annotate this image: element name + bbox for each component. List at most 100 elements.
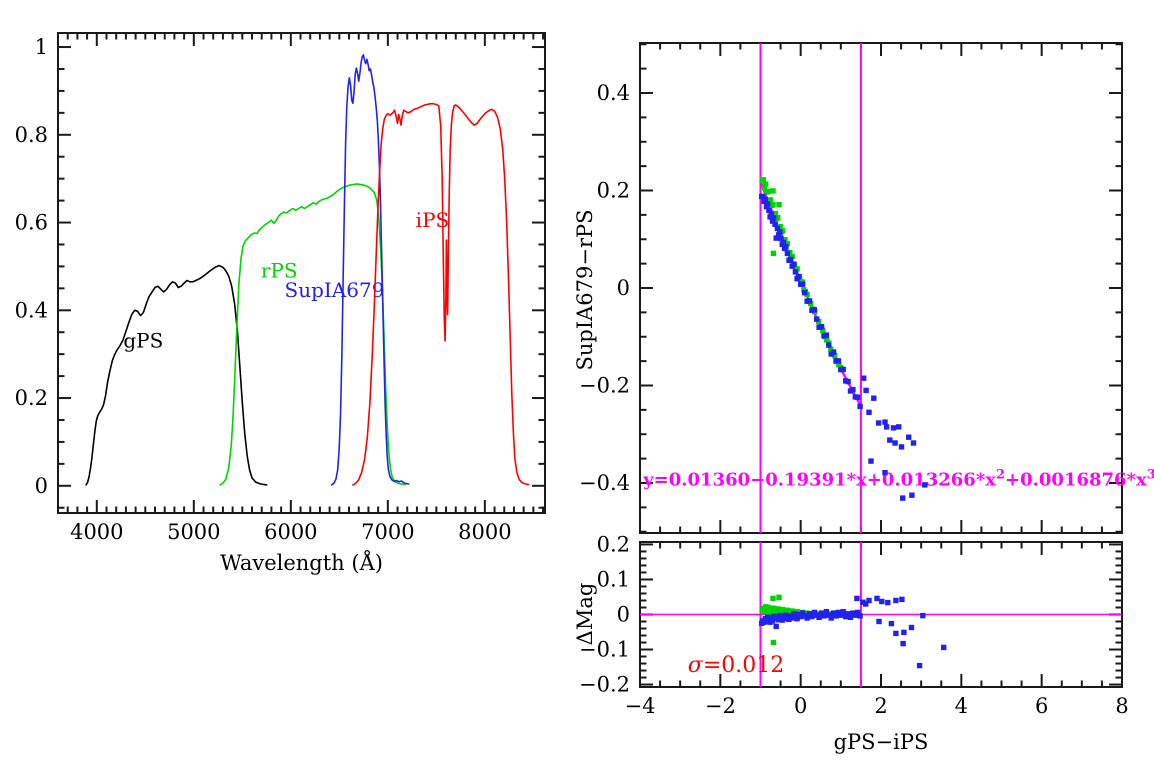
scatter-point-blue	[835, 358, 842, 364]
scatter-point-blue	[800, 281, 806, 287]
residual-point-blue	[941, 644, 947, 651]
scatter-point-blue	[768, 211, 774, 217]
residual-point-blue	[818, 610, 825, 616]
x-tick-label: 0	[794, 694, 807, 718]
y-tick-label: 0	[617, 276, 630, 300]
scatter-point-green	[820, 327, 826, 333]
scatter-point-green	[782, 237, 788, 243]
axes-frame	[639, 42, 1123, 534]
residual-point-blue	[835, 609, 842, 616]
scatter-point-blue	[778, 235, 784, 242]
sigma-label: σ=0.012	[688, 653, 784, 678]
residual-point-blue	[804, 615, 810, 621]
scatter-point-blue	[866, 409, 872, 415]
scatter-point-blue	[792, 269, 799, 275]
scatter-point-green	[824, 337, 830, 343]
x-tick-label: −4	[625, 694, 656, 718]
scatter-point-blue	[769, 218, 776, 224]
scatter-point-blue	[771, 215, 777, 221]
y-tick-label: 0	[617, 603, 630, 627]
residual-point-blue	[847, 614, 854, 620]
scatter-point-blue	[811, 307, 817, 313]
residual-point-green	[770, 595, 776, 602]
scatter-point-green	[776, 202, 782, 208]
residual-point-blue	[893, 630, 899, 637]
scatter-point-blue	[806, 298, 813, 304]
x-axis-title-color: gPS−iPS	[834, 730, 929, 754]
residual-point-blue	[828, 615, 834, 621]
x-tick-label: 6	[1035, 694, 1048, 718]
x-tick-label: 6000	[264, 520, 317, 544]
residual-point-blue	[794, 616, 800, 622]
x-tick-label: 4000	[70, 520, 123, 544]
scatter-point-green	[767, 197, 774, 203]
scatter-point-green	[770, 188, 776, 194]
residual-point-blue	[885, 599, 891, 606]
scatter-point-green	[777, 224, 783, 230]
color-color-plot: −0.4 −0.2 0 0.2 0.4 y=0.01360−0.19391*x+0.013…	[573, 42, 1154, 534]
scatter-point-blue	[777, 229, 783, 235]
scatter-point-blue	[823, 332, 830, 338]
residual-point-blue	[809, 613, 815, 620]
y-axis-title-dmag: ΔMag	[573, 583, 597, 646]
residual-point-blue	[916, 662, 923, 669]
scatter-point-blue	[818, 324, 825, 330]
x-tick-label: 8	[1115, 694, 1128, 718]
scatter-point-blue	[875, 420, 882, 426]
residuals-plot: −4 −2 0 2 4 6 8 −0.2 −0.1 0 0.1 0.2 σ=0.012 ΔMag gPS−i…	[573, 532, 1129, 754]
scatter-point-blue	[892, 440, 898, 446]
residual-point-blue	[900, 640, 906, 647]
scatter-point-green	[775, 215, 781, 221]
x-tick-label: −2	[705, 694, 736, 718]
scatter-point-blue	[826, 342, 832, 348]
residual-point-blue	[893, 597, 899, 604]
residual-point-blue	[888, 620, 895, 627]
x-tick-label: 4	[955, 694, 968, 718]
scatter-point-blue	[784, 250, 791, 257]
residual-point-blue	[816, 614, 822, 620]
scatter-point-blue	[861, 375, 867, 381]
x-tick-label: 8000	[458, 520, 511, 544]
y-axis-title-color: SupIA679−rPS	[573, 209, 597, 370]
residual-point-blue	[789, 615, 795, 621]
scatter-point-green	[763, 181, 769, 187]
scatter-point-blue	[775, 232, 782, 238]
scatter-point-blue	[780, 239, 787, 246]
scatter-point-green	[772, 210, 779, 217]
residual-point-blue	[823, 609, 830, 615]
residual-point-blue	[876, 618, 882, 625]
scatter-point-blue	[871, 395, 877, 401]
scatter-point-blue	[830, 349, 837, 355]
residual-point-blue	[826, 612, 832, 618]
residual-point-blue	[845, 611, 851, 617]
scatter-point-blue	[855, 394, 861, 400]
scatter-point-blue	[887, 437, 893, 443]
residual-point-blue	[920, 612, 926, 619]
residual-point-blue	[860, 599, 866, 605]
x-tick-label: 5000	[167, 520, 220, 544]
scatter-point-blue	[863, 387, 869, 394]
scatter-point-blue	[765, 201, 771, 207]
residual-point-blue	[791, 611, 797, 617]
y-tick-label: −0.1	[579, 638, 630, 662]
scatter-point-blue	[900, 495, 906, 501]
scatter-point-blue	[896, 424, 902, 430]
scatter-point-green	[784, 241, 791, 247]
fit-equation-label: y=0.01360−0.19391*x+0.013266*x2+0.001687…	[642, 467, 1154, 490]
residual-point-green	[770, 639, 777, 646]
residual-point-blue	[773, 623, 779, 630]
residual-point-blue	[833, 613, 839, 619]
scatter-point-blue	[787, 256, 794, 262]
x-tick-label: 2	[874, 694, 887, 718]
residual-point-blue	[840, 609, 846, 615]
residual-point-blue	[786, 616, 792, 623]
y-tick-label: 1	[35, 35, 48, 59]
residual-point-blue	[838, 612, 844, 618]
scatter-point-blue	[857, 403, 863, 410]
scatter-point-green	[779, 228, 786, 234]
residual-point-blue	[830, 610, 837, 616]
residual-point-blue	[843, 613, 849, 620]
residual-point-blue	[901, 629, 907, 636]
scatter-point-blue	[802, 290, 808, 296]
scatter-point-blue	[906, 434, 912, 440]
